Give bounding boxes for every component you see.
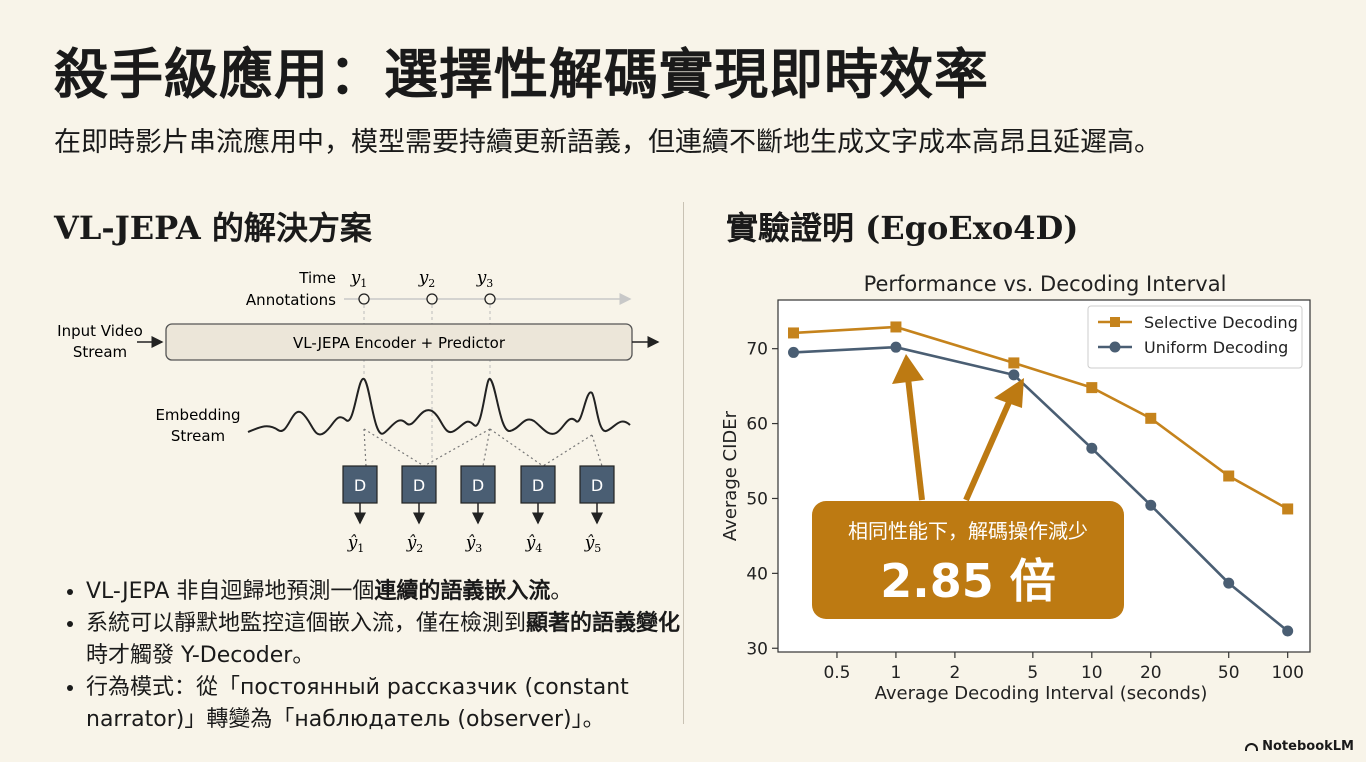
annotation-y2: y2 xyxy=(418,268,438,305)
data-point-uniform-decoding xyxy=(1282,625,1294,637)
brand-label: NotebookLM xyxy=(1262,739,1354,754)
section-divider xyxy=(683,202,684,724)
output-yhat-5: ŷ5 xyxy=(584,533,602,555)
time-label: Time xyxy=(298,269,336,287)
annotation-line2: 2.85 倍 xyxy=(880,554,1056,608)
bullet-item: 系統可以靜默地監控這個嵌入流，僅在檢測到顯著的語義變化時才觸發 Y-Decode… xyxy=(86,608,686,672)
data-point-selective-decoding xyxy=(788,327,800,339)
decoder-4-label: D xyxy=(532,476,544,495)
y-tick-label: 70 xyxy=(746,340,768,360)
x-tick-label: 50 xyxy=(1218,663,1240,683)
legend-label-uniform: Uniform Decoding xyxy=(1144,338,1288,357)
annotation-y2-label: y2 xyxy=(418,268,436,290)
experiment-heading: 實驗證明 (EgoExo4D) xyxy=(726,209,1079,247)
notebooklm-logo-icon xyxy=(1245,742,1259,751)
decoder-2: D ŷ2 xyxy=(401,465,437,555)
input-stream-label: Stream xyxy=(73,343,127,361)
annotations-label: Annotations xyxy=(246,291,336,309)
architecture-diagram: Time Annotations y1 y2 y3 Input Video St… xyxy=(57,268,660,555)
data-point-selective-decoding xyxy=(1223,470,1235,482)
annotation-y3: y3 xyxy=(476,268,496,305)
output-yhat-4: ŷ4 xyxy=(525,533,543,555)
y-tick-label: 50 xyxy=(746,489,768,509)
decoder-5-label: D xyxy=(591,476,603,495)
data-point-uniform-decoding xyxy=(1008,369,1020,381)
decoder-2-label: D xyxy=(413,476,425,495)
data-point-selective-decoding xyxy=(1282,503,1294,515)
x-tick-label: 20 xyxy=(1140,663,1162,683)
annotation-y3-marker xyxy=(484,293,496,305)
legend-marker-selective xyxy=(1110,317,1120,327)
annotation-line1: 相同性能下，解碼操作減少 xyxy=(848,519,1088,543)
data-point-selective-decoding xyxy=(1086,382,1098,394)
bullet-item: VL-JEPA 非自迴歸地預測一個連續的語義嵌入流。 xyxy=(86,576,686,608)
data-point-selective-decoding xyxy=(1008,357,1020,369)
data-point-selective-decoding xyxy=(1145,412,1157,424)
y-tick-label: 40 xyxy=(746,564,768,584)
x-tick-label: 100 xyxy=(1271,663,1303,683)
x-tick-label: 1 xyxy=(891,663,902,683)
encoder-predictor-label: VL-JEPA Encoder + Predictor xyxy=(293,334,506,352)
x-tick-label: 5 xyxy=(1027,663,1038,683)
solution-bullets: VL-JEPA 非自迴歸地預測一個連續的語義嵌入流。 系統可以靜默地監控這個嵌入… xyxy=(62,576,686,736)
input-video-label: Input Video xyxy=(57,322,143,340)
decoder-3-label: D xyxy=(472,476,484,495)
x-tick-label: 2 xyxy=(949,663,960,683)
notebooklm-brand: NotebookLM xyxy=(1245,739,1354,754)
chart-title: Performance vs. Decoding Interval xyxy=(864,272,1227,296)
annotation-y3-label: y3 xyxy=(476,268,494,290)
output-yhat-1: ŷ1 xyxy=(347,533,365,555)
decoder-5: D ŷ5 xyxy=(579,465,615,555)
data-point-uniform-decoding xyxy=(1145,499,1157,511)
x-tick-label: 0.5 xyxy=(823,663,850,683)
data-point-uniform-decoding xyxy=(890,341,902,353)
data-point-uniform-decoding xyxy=(788,346,800,358)
solution-heading: VL-JEPA 的解決方案 xyxy=(54,209,372,247)
bullet-item: 行為模式：從「постоянный рассказчик (constant n… xyxy=(86,672,686,736)
performance-chart: Performance vs. Decoding Interval 0.5 1 2 5… xyxy=(720,272,1311,704)
data-point-uniform-decoding xyxy=(1223,577,1235,589)
x-axis-label: Average Decoding Interval (seconds) xyxy=(875,683,1208,704)
annotation-y1: y1 xyxy=(350,268,370,305)
y-axis-label: Average CIDEr xyxy=(720,410,741,541)
embedding-label: Embedding xyxy=(155,406,240,424)
chart-legend: Selective Decoding Uniform Decoding xyxy=(1087,305,1303,369)
y-tick-label: 60 xyxy=(746,415,768,435)
legend-label-selective: Selective Decoding xyxy=(1144,313,1298,332)
annotation-y2-marker xyxy=(426,293,438,305)
legend-marker-uniform xyxy=(1109,341,1121,353)
embedding-waveform xyxy=(247,377,631,436)
annotation-y1-label: y1 xyxy=(350,268,368,290)
output-yhat-2: ŷ2 xyxy=(406,533,424,555)
x-tick-label: 10 xyxy=(1081,663,1103,683)
annotation-arrows xyxy=(892,354,1024,502)
decoder-3: D ŷ3 xyxy=(460,465,496,555)
annotation-callout: 相同性能下，解碼操作減少 2.85 倍 xyxy=(812,501,1124,619)
annotation-y1-marker xyxy=(358,293,370,305)
y-tick-label: 30 xyxy=(746,639,768,659)
data-point-uniform-decoding xyxy=(1086,442,1098,454)
data-point-selective-decoding xyxy=(890,321,902,333)
decoder-4: D ŷ4 xyxy=(520,465,556,555)
page-subtitle: 在即時影片串流應用中，模型需要持續更新語義，但連續不斷地生成文字成本高昂且延遲高… xyxy=(54,127,1161,158)
decoder-1: D ŷ1 xyxy=(342,465,378,555)
embedding-stream-label: Stream xyxy=(171,427,225,445)
page-title: 殺手級應用：選擇性解碼實現即時效率 xyxy=(54,43,989,106)
decoder-1-label: D xyxy=(354,476,366,495)
output-yhat-3: ŷ3 xyxy=(465,533,483,555)
